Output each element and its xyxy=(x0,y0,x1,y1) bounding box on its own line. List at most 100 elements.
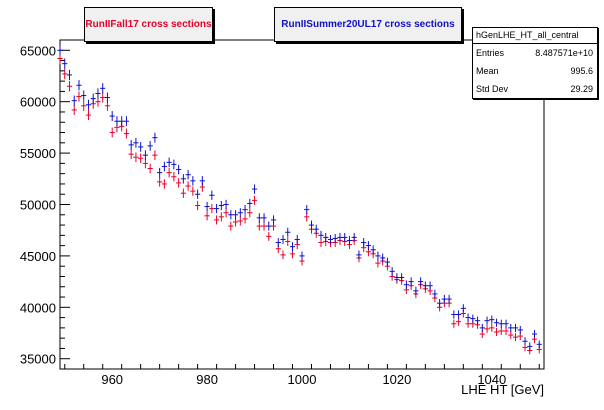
fall-point xyxy=(123,128,130,139)
fall-point xyxy=(76,91,82,102)
stats-value: 8.487571e+10 xyxy=(535,48,593,58)
fall-point xyxy=(166,167,172,178)
summer-point xyxy=(527,342,533,351)
summer-point xyxy=(285,227,291,237)
fall-point xyxy=(247,208,253,218)
fall-point xyxy=(71,104,77,115)
summer-point xyxy=(62,58,68,69)
fall-point xyxy=(261,221,267,231)
summer-point xyxy=(323,232,329,242)
summer-point xyxy=(332,233,338,243)
summer-point xyxy=(66,69,73,81)
summer-point xyxy=(71,95,77,106)
summer-point xyxy=(237,208,243,218)
stats-row: Std Dev 29.29 xyxy=(473,80,597,98)
fall-point xyxy=(176,178,182,188)
summer-point xyxy=(418,277,424,286)
summer-point xyxy=(479,323,485,332)
summer-point xyxy=(232,210,239,220)
y-tick-label: 65000 xyxy=(20,43,56,58)
fall-point xyxy=(142,158,149,169)
fall-point xyxy=(223,208,229,218)
x-tick-label: 1040 xyxy=(477,372,506,387)
y-axis: 35000 40000 45000 50000 55000 60000 65000 xyxy=(20,39,70,370)
summer-point xyxy=(176,164,182,175)
summer-point xyxy=(275,238,281,247)
summer-point xyxy=(138,142,144,152)
summer-point xyxy=(199,176,205,186)
summer-point xyxy=(446,294,452,304)
fall-point xyxy=(228,221,234,231)
summer-point xyxy=(213,204,220,214)
summer-point xyxy=(299,251,305,261)
summer-point xyxy=(460,304,466,313)
summer-point xyxy=(380,253,386,263)
summer-point xyxy=(261,213,267,223)
summer-point xyxy=(465,313,471,322)
summer-point xyxy=(209,190,215,200)
summer-point xyxy=(531,330,538,339)
fall-point xyxy=(128,149,134,159)
summer-point xyxy=(133,137,139,148)
summer-point xyxy=(289,242,296,252)
summer-point xyxy=(85,99,92,110)
summer-point xyxy=(247,198,253,209)
summer-point xyxy=(57,45,63,56)
fall-point xyxy=(455,317,462,326)
fall-point xyxy=(62,68,68,80)
fall-point xyxy=(81,100,87,111)
fall-point xyxy=(451,319,457,328)
summer-point xyxy=(361,238,367,247)
y-tick-label: 60000 xyxy=(20,95,56,110)
summer-point xyxy=(503,319,509,328)
summer-point xyxy=(147,141,153,151)
summer-point xyxy=(119,116,125,127)
summer-point xyxy=(455,310,462,319)
summer-point xyxy=(266,221,272,231)
summer-point xyxy=(228,210,234,220)
legend-summer: RunIISummer20UL17 cross sections xyxy=(274,7,462,42)
summer-point xyxy=(337,232,343,242)
legend-fall-label: RunIIFall17 cross sections xyxy=(85,19,212,30)
summer-point xyxy=(522,337,528,346)
fall-point xyxy=(503,326,509,335)
stats-value: 29.29 xyxy=(570,84,593,94)
summer-point xyxy=(342,232,348,242)
summer-point xyxy=(166,157,172,168)
stats-row: Mean 995.6 xyxy=(473,62,597,80)
summer-point xyxy=(180,174,186,184)
summer-point xyxy=(441,294,447,304)
stats-label: Entries xyxy=(476,48,505,58)
stats-title: hGenLHE_HT_all_central xyxy=(473,28,597,44)
summer-point xyxy=(256,213,262,223)
summer-point xyxy=(484,316,490,325)
summer-point xyxy=(304,205,310,215)
fall-point xyxy=(195,200,201,211)
summer-point xyxy=(512,323,519,332)
fall-point xyxy=(133,152,139,163)
summer-point xyxy=(190,176,196,186)
summer-point xyxy=(489,315,495,324)
y-tick-label: 45000 xyxy=(20,249,56,264)
y-tick-label: 55000 xyxy=(20,146,56,161)
fall-point xyxy=(209,204,215,214)
summer-point xyxy=(536,340,542,349)
summer-point xyxy=(100,83,106,94)
fall-point xyxy=(204,211,210,221)
summer-point xyxy=(517,325,523,334)
summer-point xyxy=(95,88,101,99)
fall-point xyxy=(242,214,248,224)
fall-point xyxy=(489,323,495,332)
summer-point xyxy=(109,111,115,122)
summer-point xyxy=(370,245,376,255)
x-tick-label: 980 xyxy=(196,372,218,387)
summer-point xyxy=(204,201,210,212)
summer-point xyxy=(389,267,395,276)
summer-point xyxy=(270,215,277,225)
summer-point xyxy=(114,116,120,127)
summer-point xyxy=(384,257,391,267)
summer-point xyxy=(493,318,500,327)
summer-point xyxy=(508,323,514,332)
summer-point xyxy=(76,80,82,91)
